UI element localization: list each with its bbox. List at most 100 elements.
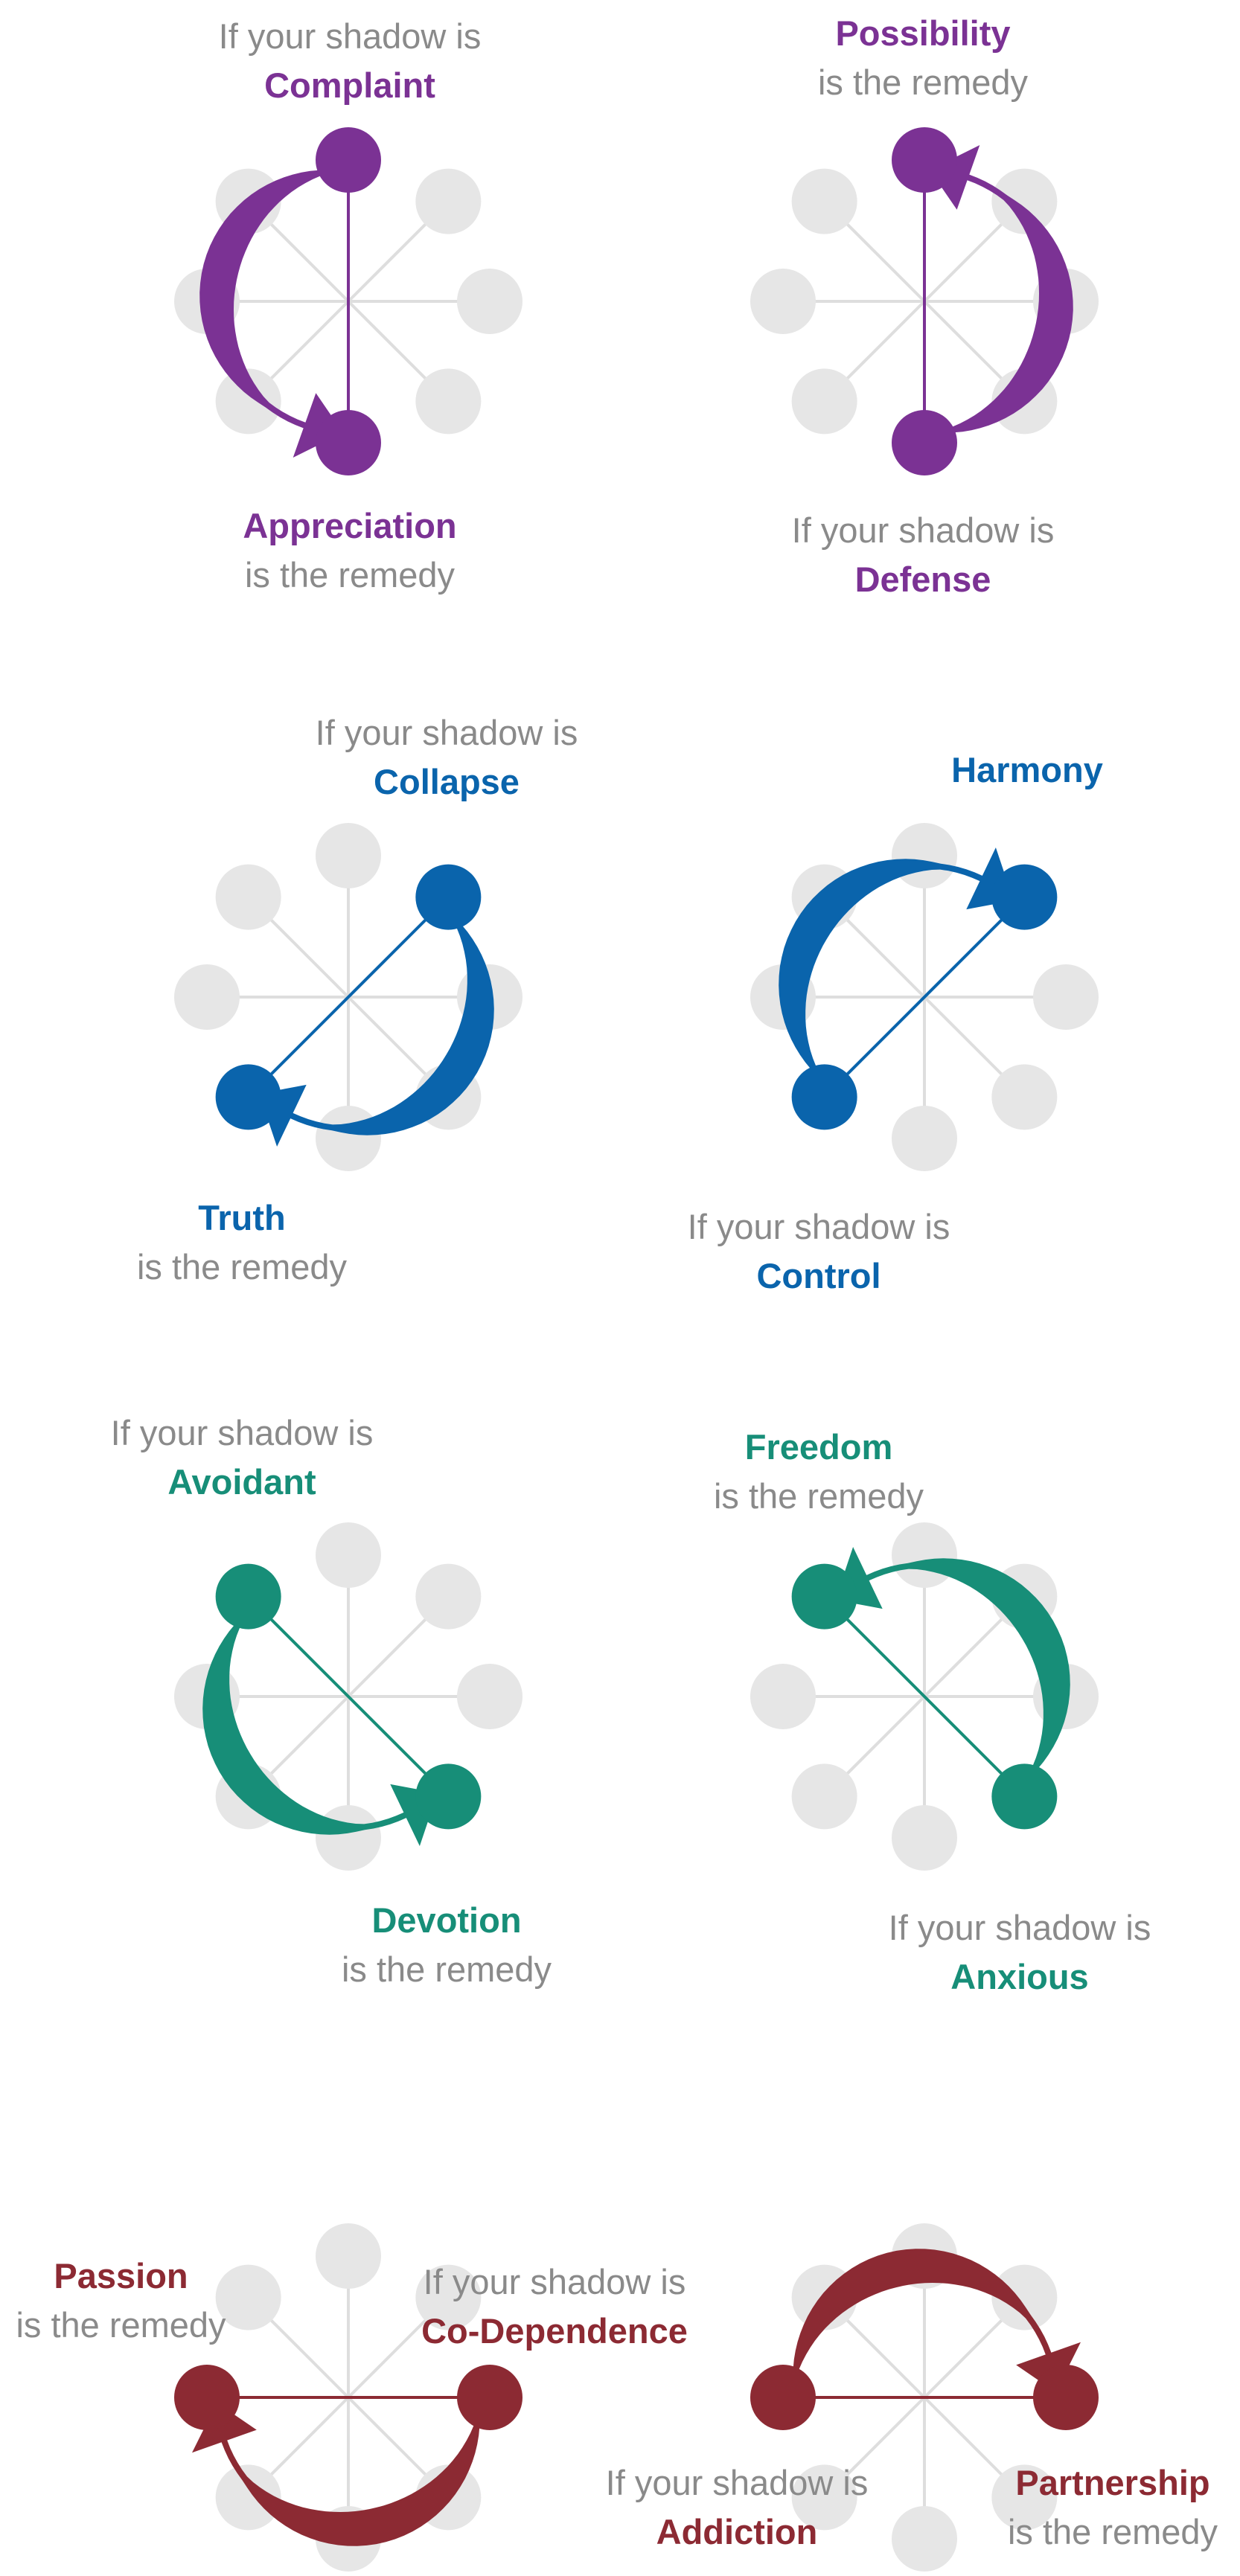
remedy-node: [1033, 2365, 1099, 2430]
label-collapse-line1: If your shadow is: [315, 713, 578, 752]
wheel-node: [457, 269, 522, 334]
label-anxious-line2: Anxious: [950, 1957, 1089, 1996]
label-possibility-line1: Possibility: [835, 13, 1011, 53]
curved-arrow: [199, 170, 343, 458]
label-collapse: If your shadow is Collapse: [287, 708, 607, 807]
wheel-node: [892, 1522, 957, 1588]
wheel-node: [892, 1106, 957, 1171]
wheel-node: [791, 2464, 857, 2531]
wheel-node: [415, 2264, 482, 2330]
curved-arrow: [259, 925, 494, 1147]
shadow-node: [750, 2365, 816, 2430]
wheel-node: [316, 823, 381, 888]
label-complaint: If your shadow is Complaint: [190, 12, 510, 110]
label-defense-line2: Defense: [854, 560, 991, 599]
wheel-node: [316, 1522, 381, 1588]
wheel-node: [892, 1805, 957, 1871]
label-possibility: Possibility is the remedy: [763, 9, 1083, 107]
remedy-node: [415, 1763, 482, 1830]
label-freedom-line2: is the remedy: [713, 1476, 924, 1516]
label-complaint-line1: If your shadow is: [218, 16, 482, 56]
curved-arrow: [930, 145, 1073, 433]
label-devotion: Devotion is the remedy: [287, 1896, 607, 1994]
label-avoidant-line1: If your shadow is: [110, 1413, 374, 1452]
wheel-node: [892, 2506, 957, 2572]
wheel-node: [991, 168, 1058, 234]
label-appreciation-line2: is the remedy: [244, 555, 456, 595]
label-harmony: Harmony: [878, 746, 1176, 795]
shadow-node: [892, 410, 957, 475]
label-control-line2: Control: [756, 1256, 881, 1295]
wheel-node: [457, 1664, 522, 1729]
label-truth-line1: Truth: [198, 1198, 286, 1237]
label-passion: Passion is the remedy: [0, 2252, 242, 2350]
label-anxious: If your shadow is Anxious: [860, 1903, 1180, 2002]
wheel-node: [415, 1563, 482, 1630]
connector-line: [823, 896, 1026, 1098]
connector-line: [247, 1595, 450, 1798]
label-control: If your shadow is Control: [659, 1202, 979, 1301]
curved-arrow: [835, 1547, 1070, 1769]
wheel-node: [991, 2464, 1058, 2531]
label-codependence-line1: If your shadow is: [423, 2262, 686, 2301]
label-partnership: Partnership is the remedy: [987, 2458, 1239, 2557]
remedy-node: [174, 2365, 240, 2430]
shadow-node: [991, 1763, 1058, 1830]
remedy-node: [991, 864, 1058, 930]
wheel-node: [215, 2464, 281, 2531]
connector-line: [247, 896, 450, 1098]
wheel-node: [750, 1664, 816, 1729]
label-appreciation-line1: Appreciation: [243, 506, 457, 545]
connector-line: [823, 1595, 1026, 1798]
wheel-node: [215, 2264, 281, 2330]
remedy-node: [215, 1064, 281, 1130]
label-devotion-line1: Devotion: [371, 1900, 522, 1940]
label-collapse-line2: Collapse: [374, 762, 520, 801]
wheel-node: [991, 2264, 1058, 2330]
label-avoidant-line2: Avoidant: [167, 1462, 316, 1502]
label-possibility-line2: is the remedy: [817, 63, 1029, 102]
shadow-node: [415, 864, 482, 930]
wheel-node: [415, 168, 482, 234]
label-freedom: Freedom is the remedy: [659, 1423, 979, 1521]
curved-arrow: [192, 2403, 480, 2546]
label-harmony-line1: Harmony: [951, 750, 1103, 789]
shadow-node: [316, 127, 381, 193]
remedy-node: [892, 127, 957, 193]
shadow-node: [215, 1563, 281, 1630]
shadow-node: [791, 1064, 857, 1130]
wheel-node: [791, 1763, 857, 1830]
label-addiction: If your shadow is Addiction: [577, 2458, 897, 2557]
label-partnership-line2: is the remedy: [1007, 2512, 1218, 2551]
label-codependence-line2: Co-Dependence: [421, 2311, 688, 2351]
wheel-node: [1033, 964, 1099, 1030]
label-defense-line1: If your shadow is: [791, 510, 1055, 550]
wheel-node: [215, 864, 281, 930]
label-control-line1: If your shadow is: [687, 1207, 950, 1246]
wheel-node: [991, 1064, 1058, 1130]
label-defense: If your shadow is Defense: [763, 506, 1083, 604]
label-passion-line1: Passion: [54, 2256, 188, 2295]
label-freedom-line1: Freedom: [744, 1427, 893, 1467]
remedy-node: [791, 1563, 857, 1630]
remedy-node: [316, 410, 381, 475]
label-appreciation: Appreciation is the remedy: [190, 502, 510, 600]
label-codependence: If your shadow is Co-Dependence: [394, 2258, 715, 2356]
label-truth-line2: is the remedy: [136, 1247, 348, 1287]
label-anxious-line1: If your shadow is: [888, 1908, 1151, 1947]
label-addiction-line1: If your shadow is: [605, 2463, 869, 2502]
label-complaint-line2: Complaint: [264, 65, 435, 105]
label-partnership-line1: Partnership: [1015, 2463, 1210, 2502]
wheel-node: [750, 269, 816, 334]
label-truth: Truth is the remedy: [97, 1194, 387, 1292]
wheel-node: [892, 823, 957, 888]
wheel-node: [415, 368, 482, 435]
label-devotion-line2: is the remedy: [341, 1949, 552, 1989]
wheel-node: [316, 1106, 381, 1171]
shadow-node: [457, 2365, 522, 2430]
wheel-node: [174, 964, 240, 1030]
wheel-node: [791, 168, 857, 234]
wheel-node: [316, 1805, 381, 1871]
